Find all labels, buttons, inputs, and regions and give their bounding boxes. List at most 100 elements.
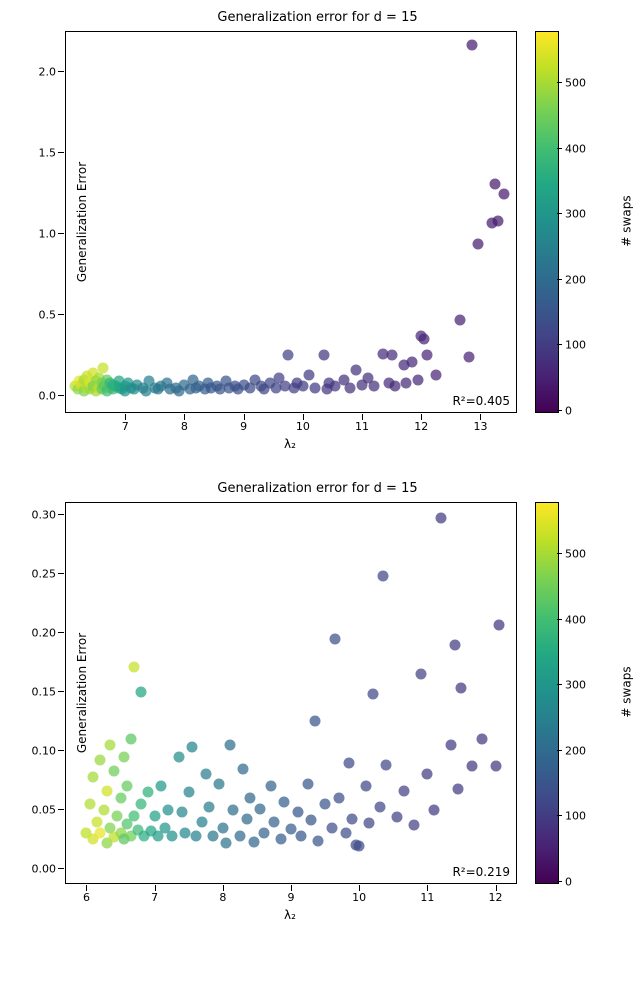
colorbar-tick bbox=[557, 213, 562, 214]
scatter-point bbox=[333, 793, 344, 804]
scatter-point bbox=[95, 755, 106, 766]
scatter-point bbox=[431, 369, 442, 380]
scatter-point bbox=[326, 822, 337, 833]
scatter-point bbox=[217, 822, 228, 833]
scatter-point bbox=[258, 828, 269, 839]
figure-top: Generalization error for d = 15 Generali… bbox=[10, 10, 630, 451]
scatter-point bbox=[351, 364, 362, 375]
scatter-point bbox=[265, 781, 276, 792]
scatter-point bbox=[180, 828, 191, 839]
scatter-point bbox=[125, 734, 136, 745]
colorbar-tick bbox=[557, 279, 562, 280]
colorbar-tick-label: 500 bbox=[565, 548, 586, 561]
colorbar-bottom: # swaps 0100200300400500 bbox=[535, 502, 557, 882]
colorbar-tick-label: 400 bbox=[565, 142, 586, 155]
x-tick-label: 9 bbox=[240, 412, 247, 433]
scatter-point bbox=[98, 804, 109, 815]
scatter-point bbox=[472, 238, 483, 249]
scatter-point bbox=[190, 830, 201, 841]
plot-area-top: Generalization Error R²=0.405 0.00.51.01… bbox=[65, 31, 517, 413]
colorbar-tick-label: 500 bbox=[565, 77, 586, 90]
scatter-point bbox=[204, 802, 215, 813]
scatter-point bbox=[367, 689, 378, 700]
colorbar-tick-label: 200 bbox=[565, 273, 586, 286]
scatter-point bbox=[306, 815, 317, 826]
scatter-point bbox=[97, 363, 108, 374]
colorbar-tick bbox=[557, 815, 562, 816]
scatter-point bbox=[429, 804, 440, 815]
scatter-point bbox=[207, 830, 218, 841]
scatter-point bbox=[330, 633, 341, 644]
x-tick-label: 8 bbox=[219, 883, 226, 904]
scatter-point bbox=[115, 793, 126, 804]
scatter-point bbox=[118, 751, 129, 762]
scatter-point bbox=[166, 830, 177, 841]
scatter-point bbox=[466, 39, 477, 50]
scatter-point bbox=[374, 802, 385, 813]
x-tick-label: 13 bbox=[473, 412, 487, 433]
scatter-point bbox=[386, 350, 397, 361]
chart-title: Generalization error for d = 15 bbox=[65, 481, 570, 496]
y-tick-label: 1.0 bbox=[39, 228, 67, 241]
x-tick-label: 12 bbox=[489, 883, 503, 904]
colorbar-tick bbox=[557, 410, 562, 411]
scatter-point bbox=[136, 798, 147, 809]
scatter-point bbox=[228, 804, 239, 815]
scatter-point bbox=[347, 814, 358, 825]
y-tick-label: 0.10 bbox=[32, 744, 67, 757]
scatter-point bbox=[296, 830, 307, 841]
y-tick-label: 0.30 bbox=[32, 508, 67, 521]
scatter-point bbox=[318, 350, 329, 361]
x-tick-label: 10 bbox=[352, 883, 366, 904]
scatter-point bbox=[108, 765, 119, 776]
colorbar-tick-label: 300 bbox=[565, 679, 586, 692]
r2-annotation: R²=0.405 bbox=[452, 394, 510, 408]
scatter-point bbox=[149, 810, 160, 821]
colorbar-gradient bbox=[535, 502, 559, 884]
scatter-point bbox=[238, 763, 249, 774]
colorbar-top: # swaps 0100200300400500 bbox=[535, 31, 557, 411]
scatter-point bbox=[415, 669, 426, 680]
x-tick-label: 12 bbox=[414, 412, 428, 433]
scatter-point bbox=[136, 686, 147, 697]
scatter-point bbox=[361, 781, 372, 792]
x-tick-label: 7 bbox=[151, 883, 158, 904]
scatter-point bbox=[245, 793, 256, 804]
colorbar-tick bbox=[557, 148, 562, 149]
scatter-point bbox=[224, 739, 235, 750]
scatter-point bbox=[401, 377, 412, 388]
scatter-point bbox=[122, 781, 133, 792]
scatter-point bbox=[248, 836, 259, 847]
scatter-point bbox=[292, 807, 303, 818]
scatter-point bbox=[453, 783, 464, 794]
scatter-point bbox=[499, 188, 510, 199]
colorbar-gradient bbox=[535, 31, 559, 413]
plot-wrap: Generalization Error R²=0.219 0.000.050.… bbox=[10, 502, 630, 884]
scatter-point bbox=[463, 352, 474, 363]
x-tick-label: 7 bbox=[122, 412, 129, 433]
scatter-point bbox=[490, 761, 501, 772]
r2-annotation: R²=0.219 bbox=[452, 865, 510, 879]
scatter-point bbox=[241, 814, 252, 825]
x-axis-label: λ₂ bbox=[65, 908, 515, 922]
scatter-point bbox=[422, 350, 433, 361]
scatter-point bbox=[142, 787, 153, 798]
scatter-point bbox=[234, 830, 245, 841]
scatter-point bbox=[313, 835, 324, 846]
y-tick-label: 0.15 bbox=[32, 685, 67, 698]
scatter-point bbox=[422, 769, 433, 780]
scatter-point bbox=[268, 816, 279, 827]
colorbar-tick-label: 100 bbox=[565, 339, 586, 352]
x-tick-label: 10 bbox=[296, 412, 310, 433]
x-tick-label: 6 bbox=[83, 883, 90, 904]
colorbar-tick-label: 300 bbox=[565, 208, 586, 221]
colorbar-tick-label: 200 bbox=[565, 744, 586, 757]
scatter-point bbox=[309, 716, 320, 727]
scatter-point bbox=[183, 787, 194, 798]
scatter-point bbox=[446, 739, 457, 750]
scatter-point bbox=[378, 571, 389, 582]
colorbar-tick bbox=[557, 881, 562, 882]
scatter-point bbox=[368, 381, 379, 392]
scatter-point bbox=[112, 810, 123, 821]
scatter-point bbox=[91, 816, 102, 827]
